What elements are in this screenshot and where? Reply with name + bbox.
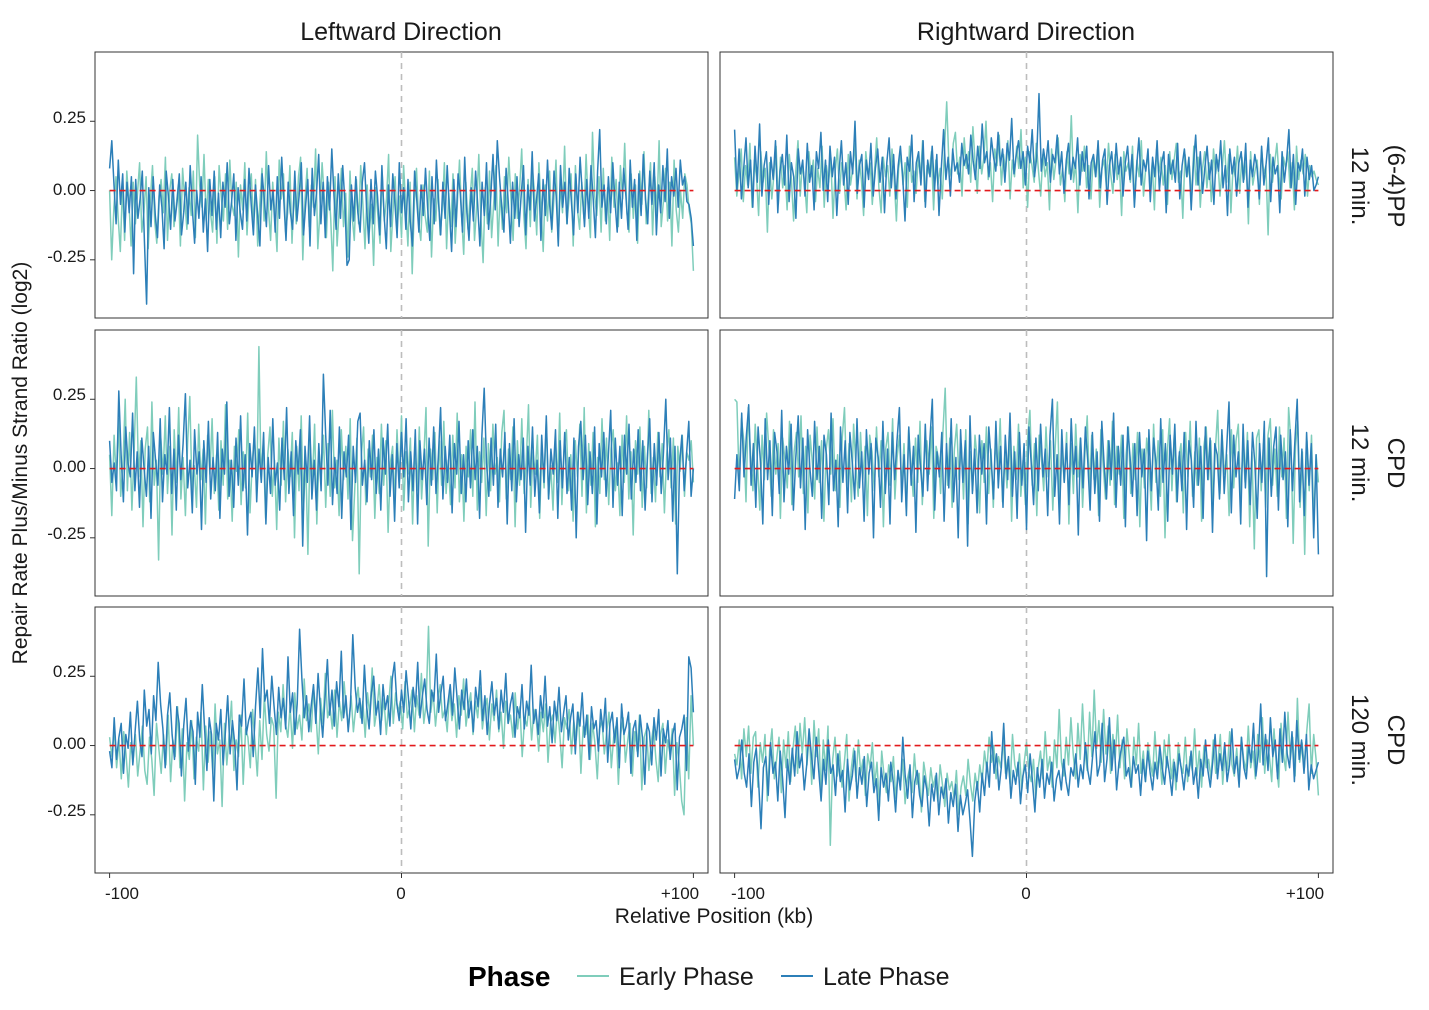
y-axis-row-1: 0.25 0.00 -0.25: [47, 108, 86, 266]
panel-3-1: [90, 606, 709, 878]
panel-1-1: [90, 51, 709, 319]
series-line-late-phase: [733, 92, 1320, 222]
legend-label-early: Early Phase: [619, 963, 754, 991]
x-tick-label: -100: [105, 884, 139, 903]
y-axis-row-2: 0.25 0.00 -0.25: [47, 385, 86, 543]
series-line-late-phase: [733, 703, 1320, 858]
y-tick-label: 0.00: [53, 457, 86, 476]
row-title-3-time: 120 min.: [1346, 694, 1373, 786]
y-tick-label: 0.25: [53, 108, 86, 127]
x-tick-label: +100: [661, 884, 699, 903]
y-tick-label: -0.25: [47, 247, 86, 266]
series-line-late-phase: [108, 373, 695, 575]
row-title-3-treatment: CPD: [1382, 715, 1409, 766]
panel-2-2: [719, 329, 1334, 597]
y-tick-label: 0.25: [53, 385, 86, 404]
x-axis-title: Relative Position (kb): [615, 905, 813, 928]
panels: [90, 51, 1334, 878]
series-line-late-phase: [108, 128, 695, 305]
panel-3-2: [719, 606, 1334, 878]
panel-2-1: [90, 329, 709, 597]
y-tick-label: 0.00: [53, 180, 86, 199]
y-tick-label: -0.25: [47, 801, 86, 820]
row-title-2-treatment: CPD: [1382, 438, 1409, 489]
series-line-early-phase: [733, 689, 1320, 847]
row-title-1-treatment: (6-4)PP: [1382, 145, 1409, 228]
series-line-late-phase: [733, 398, 1320, 578]
y-axis-title: Repair Rate Plus/Minus Strand Ratio (log…: [9, 262, 32, 665]
y-tick-label: 0.00: [53, 734, 86, 753]
legend-title: Phase: [468, 961, 551, 992]
row-title-1-time: 12 min.: [1346, 147, 1373, 226]
y-tick-label: 0.25: [53, 662, 86, 681]
series-line-early-phase: [108, 625, 695, 816]
y-tick-label: -0.25: [47, 524, 86, 543]
legend: Phase Early Phase Late Phase: [468, 961, 950, 992]
x-axis-left: -100 0 +100: [105, 884, 699, 903]
x-tick-label: 0: [396, 884, 405, 903]
column-title-leftward: Leftward Direction: [300, 18, 501, 46]
legend-label-late: Late Phase: [823, 963, 950, 991]
column-title-rightward: Rightward Direction: [917, 18, 1135, 46]
x-tick-label: +100: [1286, 884, 1324, 903]
x-tick-label: 0: [1021, 884, 1030, 903]
series-line-early-phase: [733, 101, 1320, 236]
x-axis-right: -100 0 +100: [731, 884, 1324, 903]
row-title-2-time: 12 min.: [1346, 424, 1373, 503]
x-tick-label: -100: [731, 884, 765, 903]
y-axis-row-3: 0.25 0.00 -0.25: [47, 662, 86, 820]
series-line-late-phase: [108, 628, 695, 802]
panel-1-2: [719, 51, 1334, 319]
